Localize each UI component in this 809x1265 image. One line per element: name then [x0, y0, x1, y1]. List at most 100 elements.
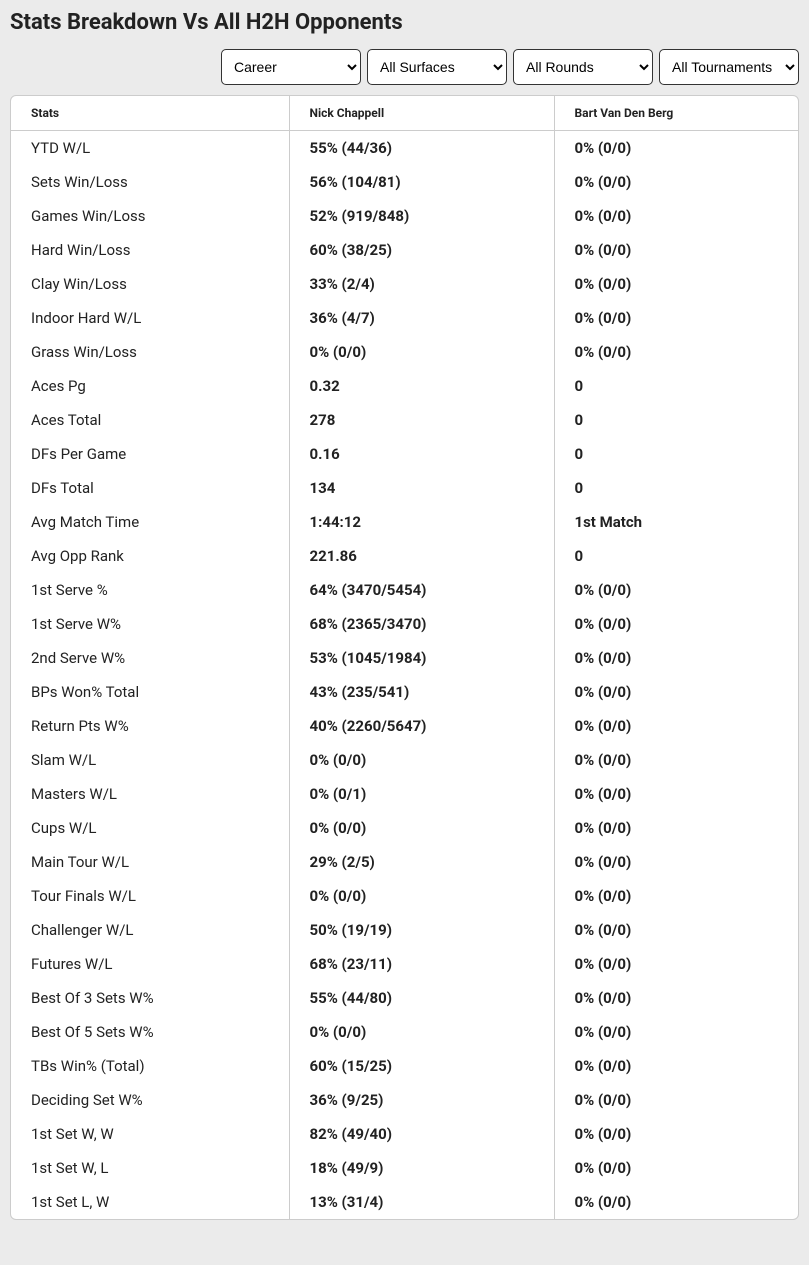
col-player2: Bart Van Den Berg: [554, 96, 798, 131]
player1-value: 52% (919/848): [289, 199, 554, 233]
player2-value: 0% (0/0): [554, 301, 798, 335]
player1-value: 0.16: [289, 437, 554, 471]
player2-value: 0% (0/0): [554, 777, 798, 811]
player2-value: 0% (0/0): [554, 199, 798, 233]
table-header-row: Stats Nick Chappell Bart Van Den Berg: [11, 96, 798, 131]
stat-label: Deciding Set W%: [11, 1083, 289, 1117]
table-row: DFs Total1340: [11, 471, 798, 505]
stat-label: 1st Serve W%: [11, 607, 289, 641]
stat-label: 1st Set W, L: [11, 1151, 289, 1185]
stat-label: Main Tour W/L: [11, 845, 289, 879]
player2-value: 0% (0/0): [554, 1117, 798, 1151]
table-row: DFs Per Game0.160: [11, 437, 798, 471]
table-row: Futures W/L68% (23/11)0% (0/0): [11, 947, 798, 981]
stat-label: Slam W/L: [11, 743, 289, 777]
player2-value: 0% (0/0): [554, 981, 798, 1015]
table-row: 2nd Serve W%53% (1045/1984)0% (0/0): [11, 641, 798, 675]
player2-value: 0% (0/0): [554, 165, 798, 199]
filter-surface[interactable]: All Surfaces: [367, 49, 507, 85]
player1-value: 0% (0/0): [289, 879, 554, 913]
player1-value: 50% (19/19): [289, 913, 554, 947]
stat-label: DFs Per Game: [11, 437, 289, 471]
table-row: Return Pts W%40% (2260/5647)0% (0/0): [11, 709, 798, 743]
player2-value: 0: [554, 471, 798, 505]
col-stats: Stats: [11, 96, 289, 131]
stat-label: Best Of 3 Sets W%: [11, 981, 289, 1015]
player1-value: 0% (0/0): [289, 743, 554, 777]
stat-label: Indoor Hard W/L: [11, 301, 289, 335]
filter-tournament[interactable]: All Tournaments: [659, 49, 799, 85]
player1-value: 0% (0/0): [289, 811, 554, 845]
player1-value: 60% (38/25): [289, 233, 554, 267]
table-row: 1st Set W, L18% (49/9)0% (0/0): [11, 1151, 798, 1185]
stat-label: Aces Pg: [11, 369, 289, 403]
player2-value: 0% (0/0): [554, 1015, 798, 1049]
player1-value: 36% (4/7): [289, 301, 554, 335]
stat-label: Challenger W/L: [11, 913, 289, 947]
player2-value: 0% (0/0): [554, 607, 798, 641]
player2-value: 0: [554, 539, 798, 573]
player1-value: 56% (104/81): [289, 165, 554, 199]
table-row: YTD W/L55% (44/36)0% (0/0): [11, 131, 798, 166]
table-row: TBs Win% (Total)60% (15/25)0% (0/0): [11, 1049, 798, 1083]
player2-value: 1st Match: [554, 505, 798, 539]
table-row: Grass Win/Loss0% (0/0)0% (0/0): [11, 335, 798, 369]
player2-value: 0% (0/0): [554, 335, 798, 369]
table-row: Games Win/Loss52% (919/848)0% (0/0): [11, 199, 798, 233]
table-row: Hard Win/Loss60% (38/25)0% (0/0): [11, 233, 798, 267]
table-row: Aces Pg0.320: [11, 369, 798, 403]
stat-label: 1st Set W, W: [11, 1117, 289, 1151]
stat-label: Avg Match Time: [11, 505, 289, 539]
player2-value: 0% (0/0): [554, 947, 798, 981]
player1-value: 29% (2/5): [289, 845, 554, 879]
stat-label: Masters W/L: [11, 777, 289, 811]
player2-value: 0% (0/0): [554, 267, 798, 301]
player2-value: 0: [554, 437, 798, 471]
player1-value: 64% (3470/5454): [289, 573, 554, 607]
table-row: Deciding Set W%36% (9/25)0% (0/0): [11, 1083, 798, 1117]
player1-value: 55% (44/36): [289, 131, 554, 166]
player1-value: 55% (44/80): [289, 981, 554, 1015]
table-row: Indoor Hard W/L36% (4/7)0% (0/0): [11, 301, 798, 335]
player1-value: 0.32: [289, 369, 554, 403]
player2-value: 0% (0/0): [554, 1049, 798, 1083]
table-row: Best Of 5 Sets W%0% (0/0)0% (0/0): [11, 1015, 798, 1049]
player2-value: 0% (0/0): [554, 709, 798, 743]
player2-value: 0% (0/0): [554, 641, 798, 675]
player1-value: 0% (0/1): [289, 777, 554, 811]
player1-value: 134: [289, 471, 554, 505]
filter-round[interactable]: All Rounds: [513, 49, 653, 85]
table-row: Avg Opp Rank221.860: [11, 539, 798, 573]
table-row: Clay Win/Loss33% (2/4)0% (0/0): [11, 267, 798, 301]
stat-label: Futures W/L: [11, 947, 289, 981]
stats-table: Stats Nick Chappell Bart Van Den Berg YT…: [11, 96, 798, 1219]
table-row: Sets Win/Loss56% (104/81)0% (0/0): [11, 165, 798, 199]
stat-label: 1st Serve %: [11, 573, 289, 607]
filter-period[interactable]: Career: [221, 49, 361, 85]
stat-label: Best Of 5 Sets W%: [11, 1015, 289, 1049]
stat-label: Clay Win/Loss: [11, 267, 289, 301]
player2-value: 0% (0/0): [554, 1151, 798, 1185]
page-title: Stats Breakdown Vs All H2H Opponents: [10, 10, 799, 35]
filter-bar: Career All Surfaces All Rounds All Tourn…: [10, 49, 799, 85]
stat-label: Return Pts W%: [11, 709, 289, 743]
player1-value: 0% (0/0): [289, 1015, 554, 1049]
player2-value: 0: [554, 369, 798, 403]
player2-value: 0% (0/0): [554, 743, 798, 777]
player1-value: 60% (15/25): [289, 1049, 554, 1083]
stat-label: Aces Total: [11, 403, 289, 437]
player1-value: 68% (23/11): [289, 947, 554, 981]
player2-value: 0% (0/0): [554, 1083, 798, 1117]
stat-label: Sets Win/Loss: [11, 165, 289, 199]
table-row: Cups W/L0% (0/0)0% (0/0): [11, 811, 798, 845]
player2-value: 0% (0/0): [554, 573, 798, 607]
stat-label: YTD W/L: [11, 131, 289, 166]
player1-value: 13% (31/4): [289, 1185, 554, 1219]
player2-value: 0% (0/0): [554, 811, 798, 845]
stat-label: Avg Opp Rank: [11, 539, 289, 573]
player1-value: 221.86: [289, 539, 554, 573]
stat-label: BPs Won% Total: [11, 675, 289, 709]
stat-label: Tour Finals W/L: [11, 879, 289, 913]
stat-label: Games Win/Loss: [11, 199, 289, 233]
player2-value: 0% (0/0): [554, 675, 798, 709]
